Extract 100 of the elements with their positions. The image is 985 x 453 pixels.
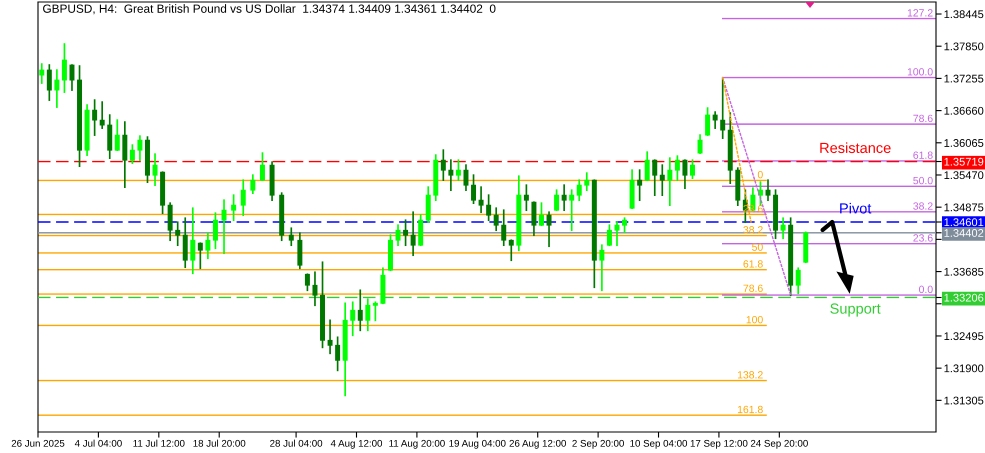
candlestick bbox=[712, 111, 718, 129]
candlestick bbox=[92, 99, 98, 136]
candlestick bbox=[471, 174, 476, 204]
candlestick bbox=[288, 227, 294, 246]
y-tick-label: 1.37255 bbox=[944, 74, 984, 83]
candlestick bbox=[54, 69, 60, 108]
candlestick bbox=[403, 219, 408, 246]
candlestick bbox=[546, 211, 552, 248]
x-tick-label: 26 Aug 12:00 bbox=[510, 440, 566, 449]
y-tick-label: 1.35719 bbox=[944, 158, 984, 166]
candlestick bbox=[690, 159, 695, 180]
series-label: 38.2 bbox=[743, 226, 763, 234]
series-label: 138.2 bbox=[738, 371, 763, 379]
x-tick-label: 11 Jul 12:00 bbox=[133, 440, 185, 447]
series-label: 23.6 bbox=[743, 205, 763, 212]
y-tick-label: 1.36660 bbox=[944, 106, 984, 115]
candlestick bbox=[637, 169, 642, 202]
series-label: 78.6 bbox=[743, 284, 763, 292]
candlestick bbox=[46, 64, 52, 101]
candlestick bbox=[576, 179, 582, 202]
candlestick bbox=[152, 153, 158, 186]
candlestick bbox=[137, 135, 142, 161]
y-tick-label: 1.37850 bbox=[944, 42, 984, 50]
candlestick bbox=[456, 159, 461, 182]
candlestick bbox=[524, 184, 529, 212]
candlestick bbox=[100, 101, 105, 129]
candlestick bbox=[584, 172, 590, 192]
x-tick-label: 18 Jul 20:00 bbox=[193, 440, 246, 447]
series-label: 50.0 bbox=[913, 176, 933, 184]
candlestick bbox=[130, 144, 135, 164]
candlestick bbox=[240, 179, 246, 216]
candlestick bbox=[660, 164, 665, 196]
candlestick bbox=[304, 273, 310, 292]
candlestick bbox=[766, 179, 770, 202]
candlestick bbox=[599, 244, 604, 292]
x-tick-label: 24 Sep 20:00 bbox=[750, 440, 808, 449]
candlestick bbox=[531, 201, 536, 236]
candlestick bbox=[562, 184, 567, 212]
candlestick bbox=[365, 298, 370, 332]
candlestick bbox=[335, 336, 340, 372]
candlestick bbox=[190, 207, 196, 274]
x-tick-label: 19 Aug 04:00 bbox=[449, 440, 506, 449]
x-tick-label: 28 Jul 04:00 bbox=[270, 440, 322, 447]
candlestick bbox=[358, 289, 363, 332]
candlestick bbox=[667, 157, 672, 206]
candlestick bbox=[508, 239, 514, 262]
x-tick-label: 4 Jul 04:00 bbox=[74, 440, 122, 447]
chart-title: GBPUSD, H4: Great British Pound vs US Dollar 1.34374 1.34409 1.34361 1.34402 0 bbox=[43, 4, 496, 14]
x-tick-label: 10 Sep 04:00 bbox=[630, 440, 688, 449]
candlestick bbox=[212, 212, 218, 250]
y-tick-label: 1.33206 bbox=[944, 294, 984, 302]
candlestick bbox=[652, 159, 658, 196]
candlestick bbox=[250, 174, 256, 194]
candlestick bbox=[486, 194, 492, 222]
ref-line-label: Resistance bbox=[820, 142, 891, 154]
candlestick bbox=[198, 242, 203, 270]
series-label: 0 bbox=[758, 170, 763, 178]
candlestick bbox=[463, 164, 468, 192]
series-label: 0.0 bbox=[919, 286, 933, 294]
y-tick-label: 1.38445 bbox=[944, 10, 984, 18]
series-label: 100 bbox=[746, 316, 763, 324]
ref-line-label: Support bbox=[830, 303, 881, 317]
y-tick-label: 1.34402 bbox=[944, 229, 984, 237]
series-label: 78.6 bbox=[913, 114, 933, 122]
candlestick bbox=[440, 149, 446, 182]
candlestick bbox=[682, 159, 688, 190]
candlestick bbox=[501, 209, 506, 246]
x-tick-label: 11 Aug 20:00 bbox=[389, 440, 445, 449]
candlestick bbox=[69, 64, 74, 91]
candlestick bbox=[396, 224, 401, 246]
candlestick bbox=[698, 134, 703, 154]
x-tick-label: 2 Sep 20:00 bbox=[572, 440, 624, 449]
candlestick bbox=[674, 155, 680, 182]
y-tick-label: 1.34875 bbox=[944, 203, 984, 212]
series-label: 23.6 bbox=[913, 234, 933, 242]
candlestick bbox=[705, 107, 710, 136]
candlestick bbox=[538, 202, 544, 226]
candlestick bbox=[622, 217, 628, 234]
y-tick-label: 1.32495 bbox=[944, 332, 984, 340]
x-tick-label: 17 Sep 12:00 bbox=[690, 440, 748, 449]
candlestick bbox=[175, 221, 180, 246]
candlestick bbox=[39, 63, 44, 84]
series-label: 127.2 bbox=[908, 9, 933, 16]
candlestick bbox=[478, 186, 484, 214]
series-label: 161.8 bbox=[738, 406, 763, 414]
x-tick-label: 4 Aug 12:00 bbox=[330, 440, 382, 449]
candlestick bbox=[614, 221, 620, 246]
candlestick bbox=[260, 152, 265, 182]
candlestick bbox=[205, 232, 210, 260]
candlestick bbox=[372, 301, 378, 322]
ref-line-label: Pivot bbox=[840, 202, 872, 214]
y-tick-label: 1.34601 bbox=[944, 218, 984, 226]
candlestick bbox=[448, 159, 454, 192]
candlestick bbox=[114, 119, 120, 151]
y-tick-label: 1.36065 bbox=[944, 139, 984, 147]
candlestick bbox=[720, 77, 726, 139]
y-tick-label: 1.33685 bbox=[944, 268, 984, 276]
candlestick bbox=[569, 189, 574, 232]
x-tick-label: 26 Jun 2025 bbox=[12, 440, 64, 447]
candlestick bbox=[606, 224, 612, 246]
